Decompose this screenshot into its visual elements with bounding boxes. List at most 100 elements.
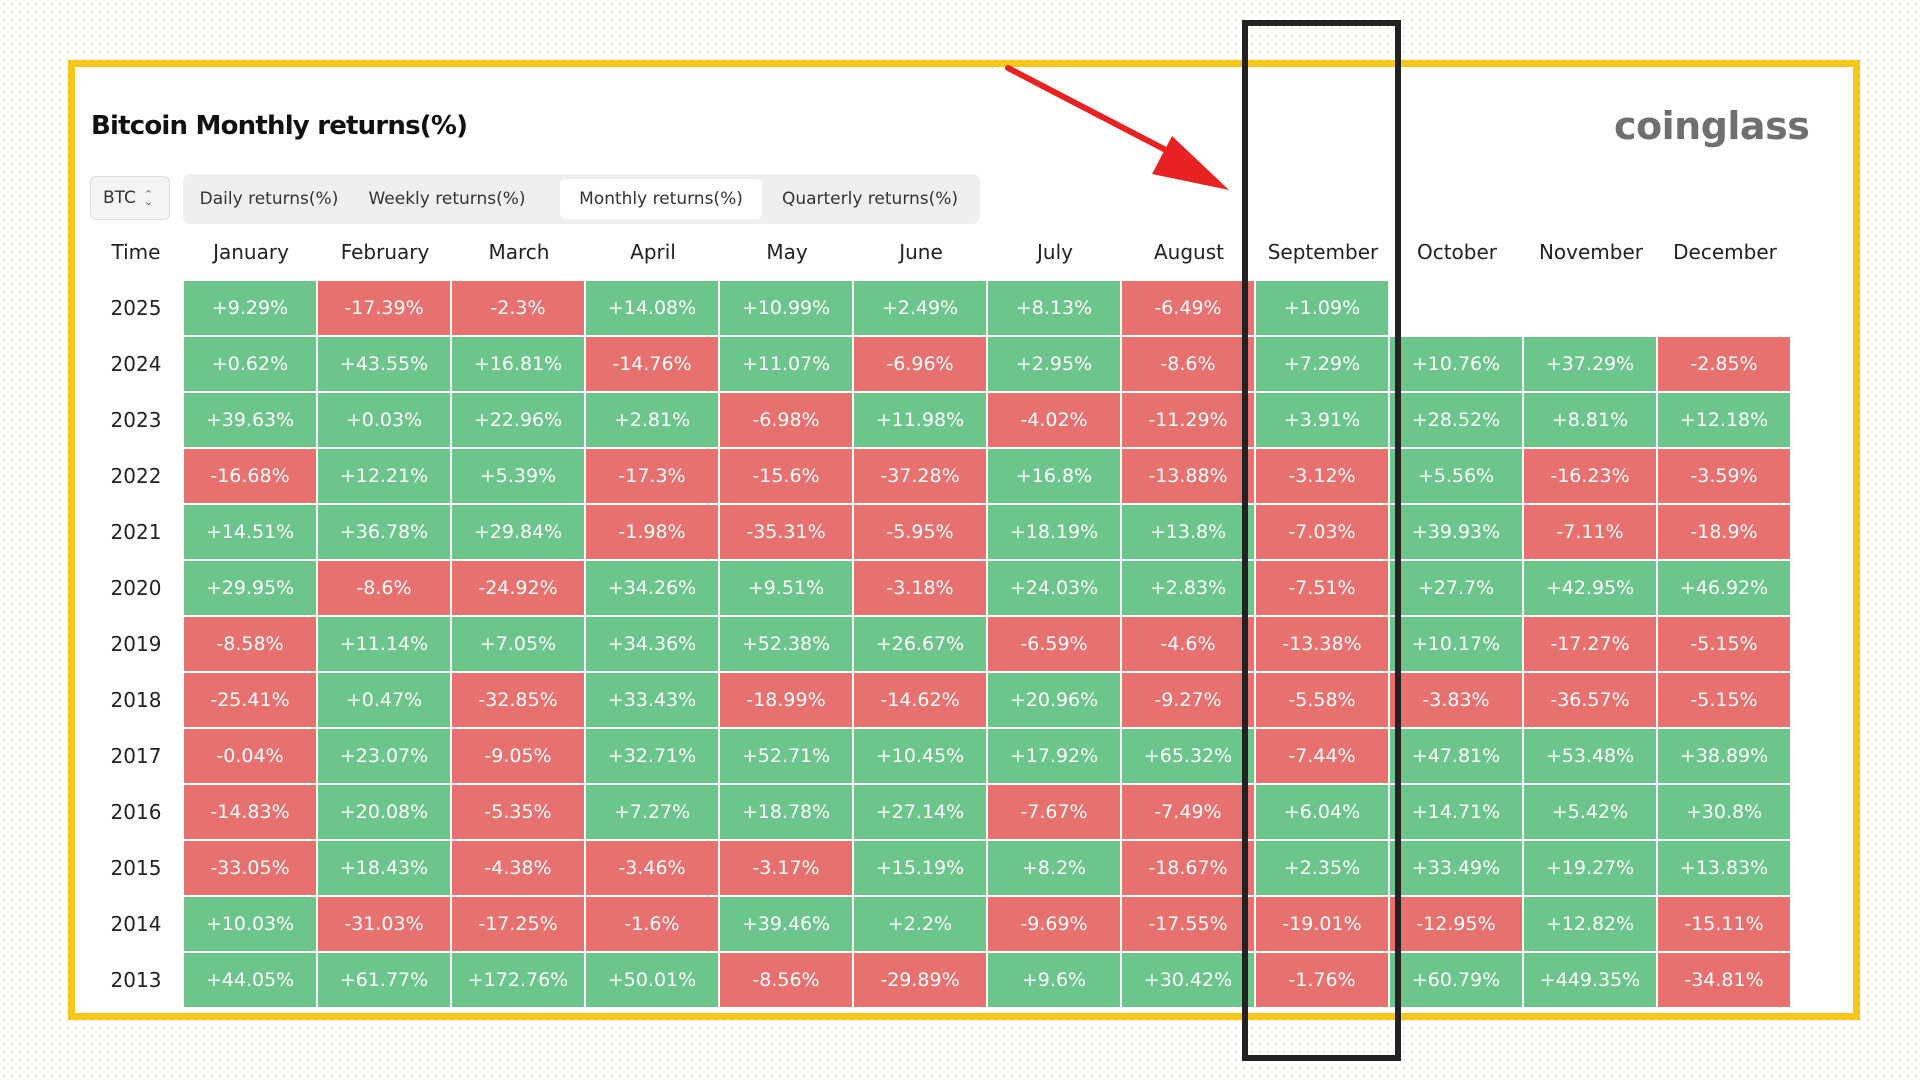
return-cell-2018-may: -18.99% xyxy=(720,673,852,727)
return-cell-2025-march: -2.3% xyxy=(452,281,584,335)
return-cell-2020-april: +34.26% xyxy=(586,561,718,615)
return-cell-2018-november: -36.57% xyxy=(1524,673,1656,727)
return-cell-2025-september: +1.09% xyxy=(1256,281,1388,335)
return-cell-2025-july: +8.13% xyxy=(988,281,1120,335)
return-cell-2019-february: +11.14% xyxy=(318,617,450,671)
year-label: 2013 xyxy=(110,968,162,992)
return-cell-2020-january: +29.95% xyxy=(184,561,316,615)
return-cell-2020-august: +2.83% xyxy=(1122,561,1254,615)
return-cell-2019-december: -5.15% xyxy=(1658,617,1790,671)
month-header-october: October xyxy=(1416,240,1498,264)
return-cell-2014-january: +10.03% xyxy=(184,897,316,951)
return-cell-2024-june: -6.96% xyxy=(854,337,986,391)
return-cell-2020-july: +24.03% xyxy=(988,561,1120,615)
return-cell-2022-march: +5.39% xyxy=(452,449,584,503)
return-cell-2019-april: +34.36% xyxy=(586,617,718,671)
return-cell-2020-september: -7.51% xyxy=(1256,561,1388,615)
year-label: 2014 xyxy=(110,912,162,936)
return-cell-2015-november: +19.27% xyxy=(1524,841,1656,895)
month-header-may: May xyxy=(766,240,808,264)
year-label: 2023 xyxy=(110,408,162,432)
return-cell-2015-june: +15.19% xyxy=(854,841,986,895)
return-cell-2024-december: -2.85% xyxy=(1658,337,1790,391)
return-cell-2016-july: -7.67% xyxy=(988,785,1120,839)
return-cell-2022-december: -3.59% xyxy=(1658,449,1790,503)
year-label: 2016 xyxy=(110,800,162,824)
return-cell-2021-november: -7.11% xyxy=(1524,505,1656,559)
return-cell-2014-june: +2.2% xyxy=(854,897,986,951)
coin-select-value: BTC xyxy=(103,188,136,208)
year-label: 2025 xyxy=(110,296,162,320)
tab-daily-returns[interactable]: Daily returns(%) xyxy=(199,189,339,209)
return-cell-2017-july: +17.92% xyxy=(988,729,1120,783)
return-cell-2024-september: +7.29% xyxy=(1256,337,1388,391)
return-cell-2023-september: +3.91% xyxy=(1256,393,1388,447)
return-cell-2017-october: +47.81% xyxy=(1390,729,1522,783)
return-cell-2020-may: +9.51% xyxy=(720,561,852,615)
return-cell-2022-june: -37.28% xyxy=(854,449,986,503)
page-title: Bitcoin Monthly returns(%) xyxy=(91,111,468,141)
return-cell-2015-february: +18.43% xyxy=(318,841,450,895)
return-cell-2016-september: +6.04% xyxy=(1256,785,1388,839)
return-cell-2024-april: -14.76% xyxy=(586,337,718,391)
return-cell-2014-july: -9.69% xyxy=(988,897,1120,951)
return-cell-2019-september: -13.38% xyxy=(1256,617,1388,671)
return-cell-2018-june: -14.62% xyxy=(854,673,986,727)
tab-weekly-returns[interactable]: Weekly returns(%) xyxy=(368,189,526,209)
return-cell-2023-june: +11.98% xyxy=(854,393,986,447)
tab-quarterly-returns[interactable]: Quarterly returns(%) xyxy=(781,189,959,209)
return-cell-2018-january: -25.41% xyxy=(184,673,316,727)
return-cell-2013-february: +61.77% xyxy=(318,953,450,1007)
return-cell-2020-february: -8.6% xyxy=(318,561,450,615)
return-cell-2025-february: -17.39% xyxy=(318,281,450,335)
return-cell-2016-june: +27.14% xyxy=(854,785,986,839)
return-cell-2014-august: -17.55% xyxy=(1122,897,1254,951)
year-label: 2022 xyxy=(110,464,162,488)
return-cell-2024-october: +10.76% xyxy=(1390,337,1522,391)
return-cell-2016-october: +14.71% xyxy=(1390,785,1522,839)
return-cell-2024-august: -8.6% xyxy=(1122,337,1254,391)
year-label: 2015 xyxy=(110,856,162,880)
tab-monthly-returns[interactable]: Monthly returns(%) xyxy=(560,179,762,219)
return-cell-2019-july: -6.59% xyxy=(988,617,1120,671)
return-cell-2021-february: +36.78% xyxy=(318,505,450,559)
return-cell-2015-december: +13.83% xyxy=(1658,841,1790,895)
return-cell-2016-december: +30.8% xyxy=(1658,785,1790,839)
return-cell-2021-december: -18.9% xyxy=(1658,505,1790,559)
return-cell-2018-february: +0.47% xyxy=(318,673,450,727)
return-cell-2015-august: -18.67% xyxy=(1122,841,1254,895)
return-cell-2021-october: +39.93% xyxy=(1390,505,1522,559)
return-cell-2013-august: +30.42% xyxy=(1122,953,1254,1007)
month-header-january: January xyxy=(213,240,289,264)
return-cell-2021-january: +14.51% xyxy=(184,505,316,559)
return-cell-2024-january: +0.62% xyxy=(184,337,316,391)
return-cell-2013-march: +172.76% xyxy=(452,953,584,1007)
return-cell-2019-may: +52.38% xyxy=(720,617,852,671)
return-cell-2013-october: +60.79% xyxy=(1390,953,1522,1007)
return-cell-2017-june: +10.45% xyxy=(854,729,986,783)
return-cell-2019-november: -17.27% xyxy=(1524,617,1656,671)
return-cell-2018-august: -9.27% xyxy=(1122,673,1254,727)
coin-select[interactable]: BTC ⌃ ⌄ xyxy=(90,176,170,220)
return-cell-2015-may: -3.17% xyxy=(720,841,852,895)
year-label: 2021 xyxy=(110,520,162,544)
return-cell-2022-august: -13.88% xyxy=(1122,449,1254,503)
return-cell-2013-may: -8.56% xyxy=(720,953,852,1007)
return-cell-2016-november: +5.42% xyxy=(1524,785,1656,839)
return-cell-2023-may: -6.98% xyxy=(720,393,852,447)
return-cell-2013-september: -1.76% xyxy=(1256,953,1388,1007)
year-label: 2018 xyxy=(110,688,162,712)
return-cell-2022-july: +16.8% xyxy=(988,449,1120,503)
return-cell-2024-february: +43.55% xyxy=(318,337,450,391)
month-header-november: November xyxy=(1538,240,1644,264)
return-cell-2017-september: -7.44% xyxy=(1256,729,1388,783)
return-cell-2023-july: -4.02% xyxy=(988,393,1120,447)
return-cell-2016-february: +20.08% xyxy=(318,785,450,839)
return-cell-2020-november: +42.95% xyxy=(1524,561,1656,615)
month-header-july: July xyxy=(1037,240,1073,264)
year-label: 2019 xyxy=(110,632,162,656)
return-cell-2016-april: +7.27% xyxy=(586,785,718,839)
return-cell-2017-february: +23.07% xyxy=(318,729,450,783)
return-cell-2014-november: +12.82% xyxy=(1524,897,1656,951)
return-cell-2020-june: -3.18% xyxy=(854,561,986,615)
